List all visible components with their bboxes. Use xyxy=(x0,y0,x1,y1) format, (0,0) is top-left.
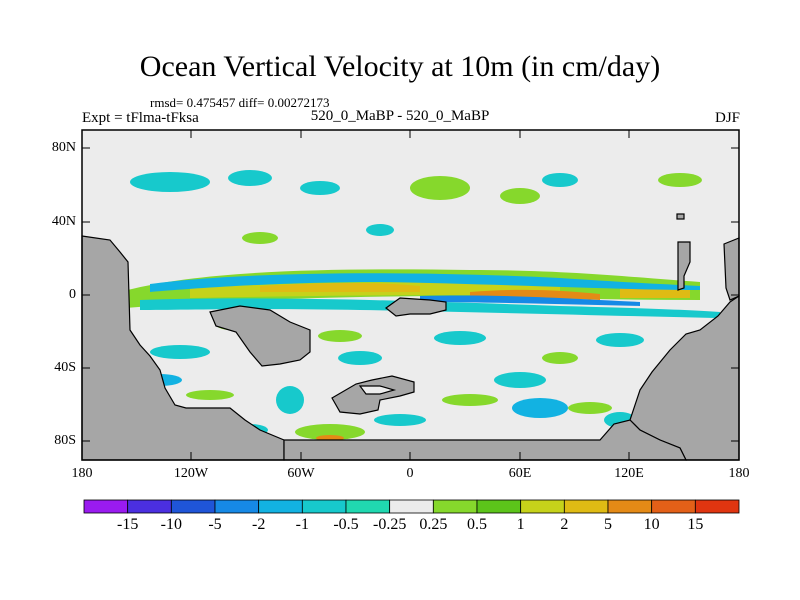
x-tick-label: 60W xyxy=(287,466,315,481)
y-tick-label: 80S xyxy=(54,433,76,448)
colorbar-swatch xyxy=(83,499,129,514)
colorbar-swatch xyxy=(170,499,216,514)
colorbar-label: 10 xyxy=(643,516,660,533)
y-tick-label: 40N xyxy=(51,214,76,229)
colorbar-swatch xyxy=(432,499,478,514)
colorbar-swatch xyxy=(258,499,303,514)
colorbar-swatch xyxy=(694,499,740,514)
colorbar-label: 1 xyxy=(516,516,525,533)
season-label: DJF xyxy=(714,110,740,126)
colorbar-label: 5 xyxy=(604,516,612,533)
plot-title: Ocean Vertical Velocity at 10m (in cm/da… xyxy=(139,50,661,83)
colorbar-swatch xyxy=(127,499,172,514)
colorbar xyxy=(83,499,740,514)
y-tick-label: 40S xyxy=(54,360,76,375)
land-small-island xyxy=(676,213,685,220)
colorbar-swatch xyxy=(476,499,522,514)
colorbar-swatch xyxy=(301,499,347,514)
colorbar-label: 2 xyxy=(560,516,569,533)
axis-ticks xyxy=(81,130,740,460)
colorbar-swatch xyxy=(345,499,391,514)
x-tick-label: 180 xyxy=(728,466,750,481)
colorbar-swatch xyxy=(607,499,653,514)
subtitle: 520_0_MaBP - 520_0_MaBP xyxy=(310,108,490,124)
x-tick-label: 120W xyxy=(173,466,209,481)
colorbar-label: -1 xyxy=(295,516,309,533)
colorbar-swatch xyxy=(563,499,609,514)
colorbar-swatch xyxy=(389,499,434,514)
x-tick-label: 0 xyxy=(406,466,414,481)
colorbar-label: 15 xyxy=(687,516,704,533)
colorbar-label: 0.25 xyxy=(419,516,448,533)
x-tick-label: 120E xyxy=(614,466,644,481)
y-tick-label: 80N xyxy=(51,140,76,155)
colorbar-label: -0.25 xyxy=(372,516,407,533)
colorbar-label: -0.5 xyxy=(333,516,359,533)
colorbar-label: -10 xyxy=(160,516,182,533)
experiment-label: Expt = tFlma-tFksa xyxy=(82,110,199,126)
land-east-asia xyxy=(723,237,740,301)
rmsd-diff-stats: rmsd= 0.475457 diff= 0.00272173 xyxy=(150,95,330,110)
negative-velocity-bands xyxy=(130,170,720,436)
x-tick-label: 180 xyxy=(71,466,93,481)
colorbar-swatch xyxy=(520,499,565,514)
colorbar-label: -15 xyxy=(116,516,139,533)
land-antarctic-island-2 xyxy=(358,385,397,395)
land-antarctic-island-1 xyxy=(331,375,415,415)
land-africa-north xyxy=(385,297,447,317)
land-japan-strip xyxy=(677,241,691,291)
colorbar-label: 0.5 xyxy=(467,516,487,533)
land-masses xyxy=(81,213,740,461)
colorbar-label: -2 xyxy=(251,516,266,533)
colorbar-label: -5 xyxy=(208,516,222,533)
x-tick-label: 60E xyxy=(508,466,532,481)
y-tick-label: 0 xyxy=(69,287,76,302)
land-south-america xyxy=(209,305,311,367)
colorbar-swatch xyxy=(651,499,696,514)
colorbar-swatch xyxy=(214,499,260,514)
